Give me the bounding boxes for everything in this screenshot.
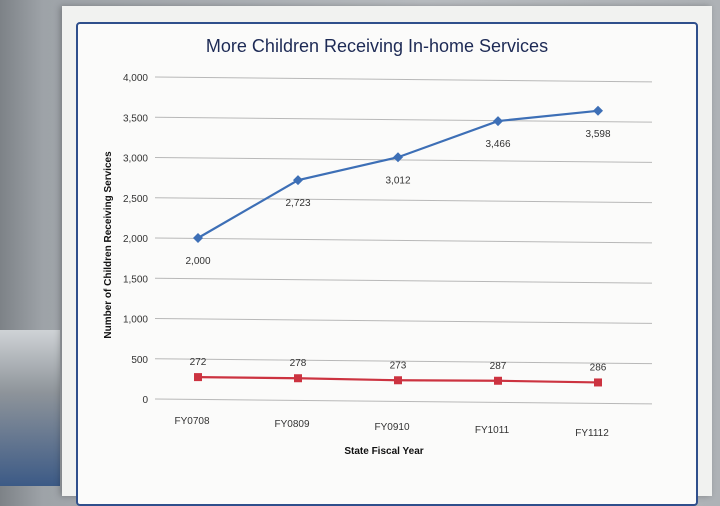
grid-line — [154, 157, 653, 163]
data-label: 2,723 — [285, 198, 310, 209]
chart-title: More Children Receiving In-home Services — [206, 36, 548, 56]
y-tick-label: 1,000 — [123, 315, 148, 326]
x-axis-label: State Fiscal Year — [344, 446, 423, 457]
y-tick-label: 3,000 — [123, 154, 148, 165]
data-point — [594, 378, 602, 387]
chart-frame — [76, 22, 698, 506]
x-axis-ticks: FY0708 FY0809 FY0910 FY1011 FY1112 — [174, 416, 609, 439]
x-tick-label: FY0910 — [374, 422, 409, 433]
grid-line — [154, 197, 653, 204]
data-point — [494, 376, 502, 385]
grid-line — [154, 277, 653, 284]
data-label: 273 — [390, 360, 407, 371]
y-tick-label: 2,500 — [123, 194, 148, 205]
data-label: 3,012 — [385, 175, 410, 186]
x-tick-label: FY0809 — [274, 419, 309, 430]
grid-line — [154, 116, 653, 123]
y-tick-label: 2,000 — [123, 234, 148, 245]
grid-line — [154, 76, 653, 83]
y-axis-label: Number of Children Receiving Services — [103, 151, 114, 339]
grid-line — [154, 237, 653, 244]
data-label: 3,466 — [485, 139, 510, 150]
data-label: 286 — [590, 362, 607, 373]
data-point — [393, 152, 403, 163]
data-point — [294, 374, 302, 383]
grid-line — [154, 318, 653, 324]
data-point — [493, 116, 503, 127]
y-tick-label: 0 — [142, 395, 148, 406]
data-point — [394, 376, 402, 385]
y-axis-ticks: 0 500 1,000 1,500 2,000 2,500 3,000 3,500 4,000 — [123, 73, 148, 406]
grid-line — [154, 358, 653, 365]
data-label: 287 — [490, 361, 507, 372]
data-label: 272 — [190, 357, 207, 368]
data-label: 3,598 — [585, 129, 610, 140]
y-tick-label: 4,000 — [123, 73, 148, 84]
data-point — [194, 373, 202, 382]
data-label: 2,000 — [185, 256, 210, 267]
y-tick-label: 1,500 — [123, 274, 148, 285]
y-tick-label: 3,500 — [123, 113, 148, 124]
y-tick-label: 500 — [131, 355, 148, 366]
x-tick-label: FY1112 — [575, 428, 609, 439]
line-chart: More Children Receiving In-home Services… — [103, 36, 653, 457]
x-tick-label: FY0708 — [174, 416, 209, 427]
x-tick-label: FY1011 — [475, 425, 510, 436]
data-point — [593, 105, 603, 116]
series-group: 2,000 2,723 3,012 3,466 3,598 272 278 273 287 286 — [185, 105, 611, 387]
wall-background — [0, 330, 60, 486]
data-point — [193, 233, 203, 243]
grid-line — [154, 398, 653, 405]
data-label: 278 — [290, 358, 307, 369]
grid-lines — [154, 76, 653, 405]
data-point — [293, 175, 303, 186]
